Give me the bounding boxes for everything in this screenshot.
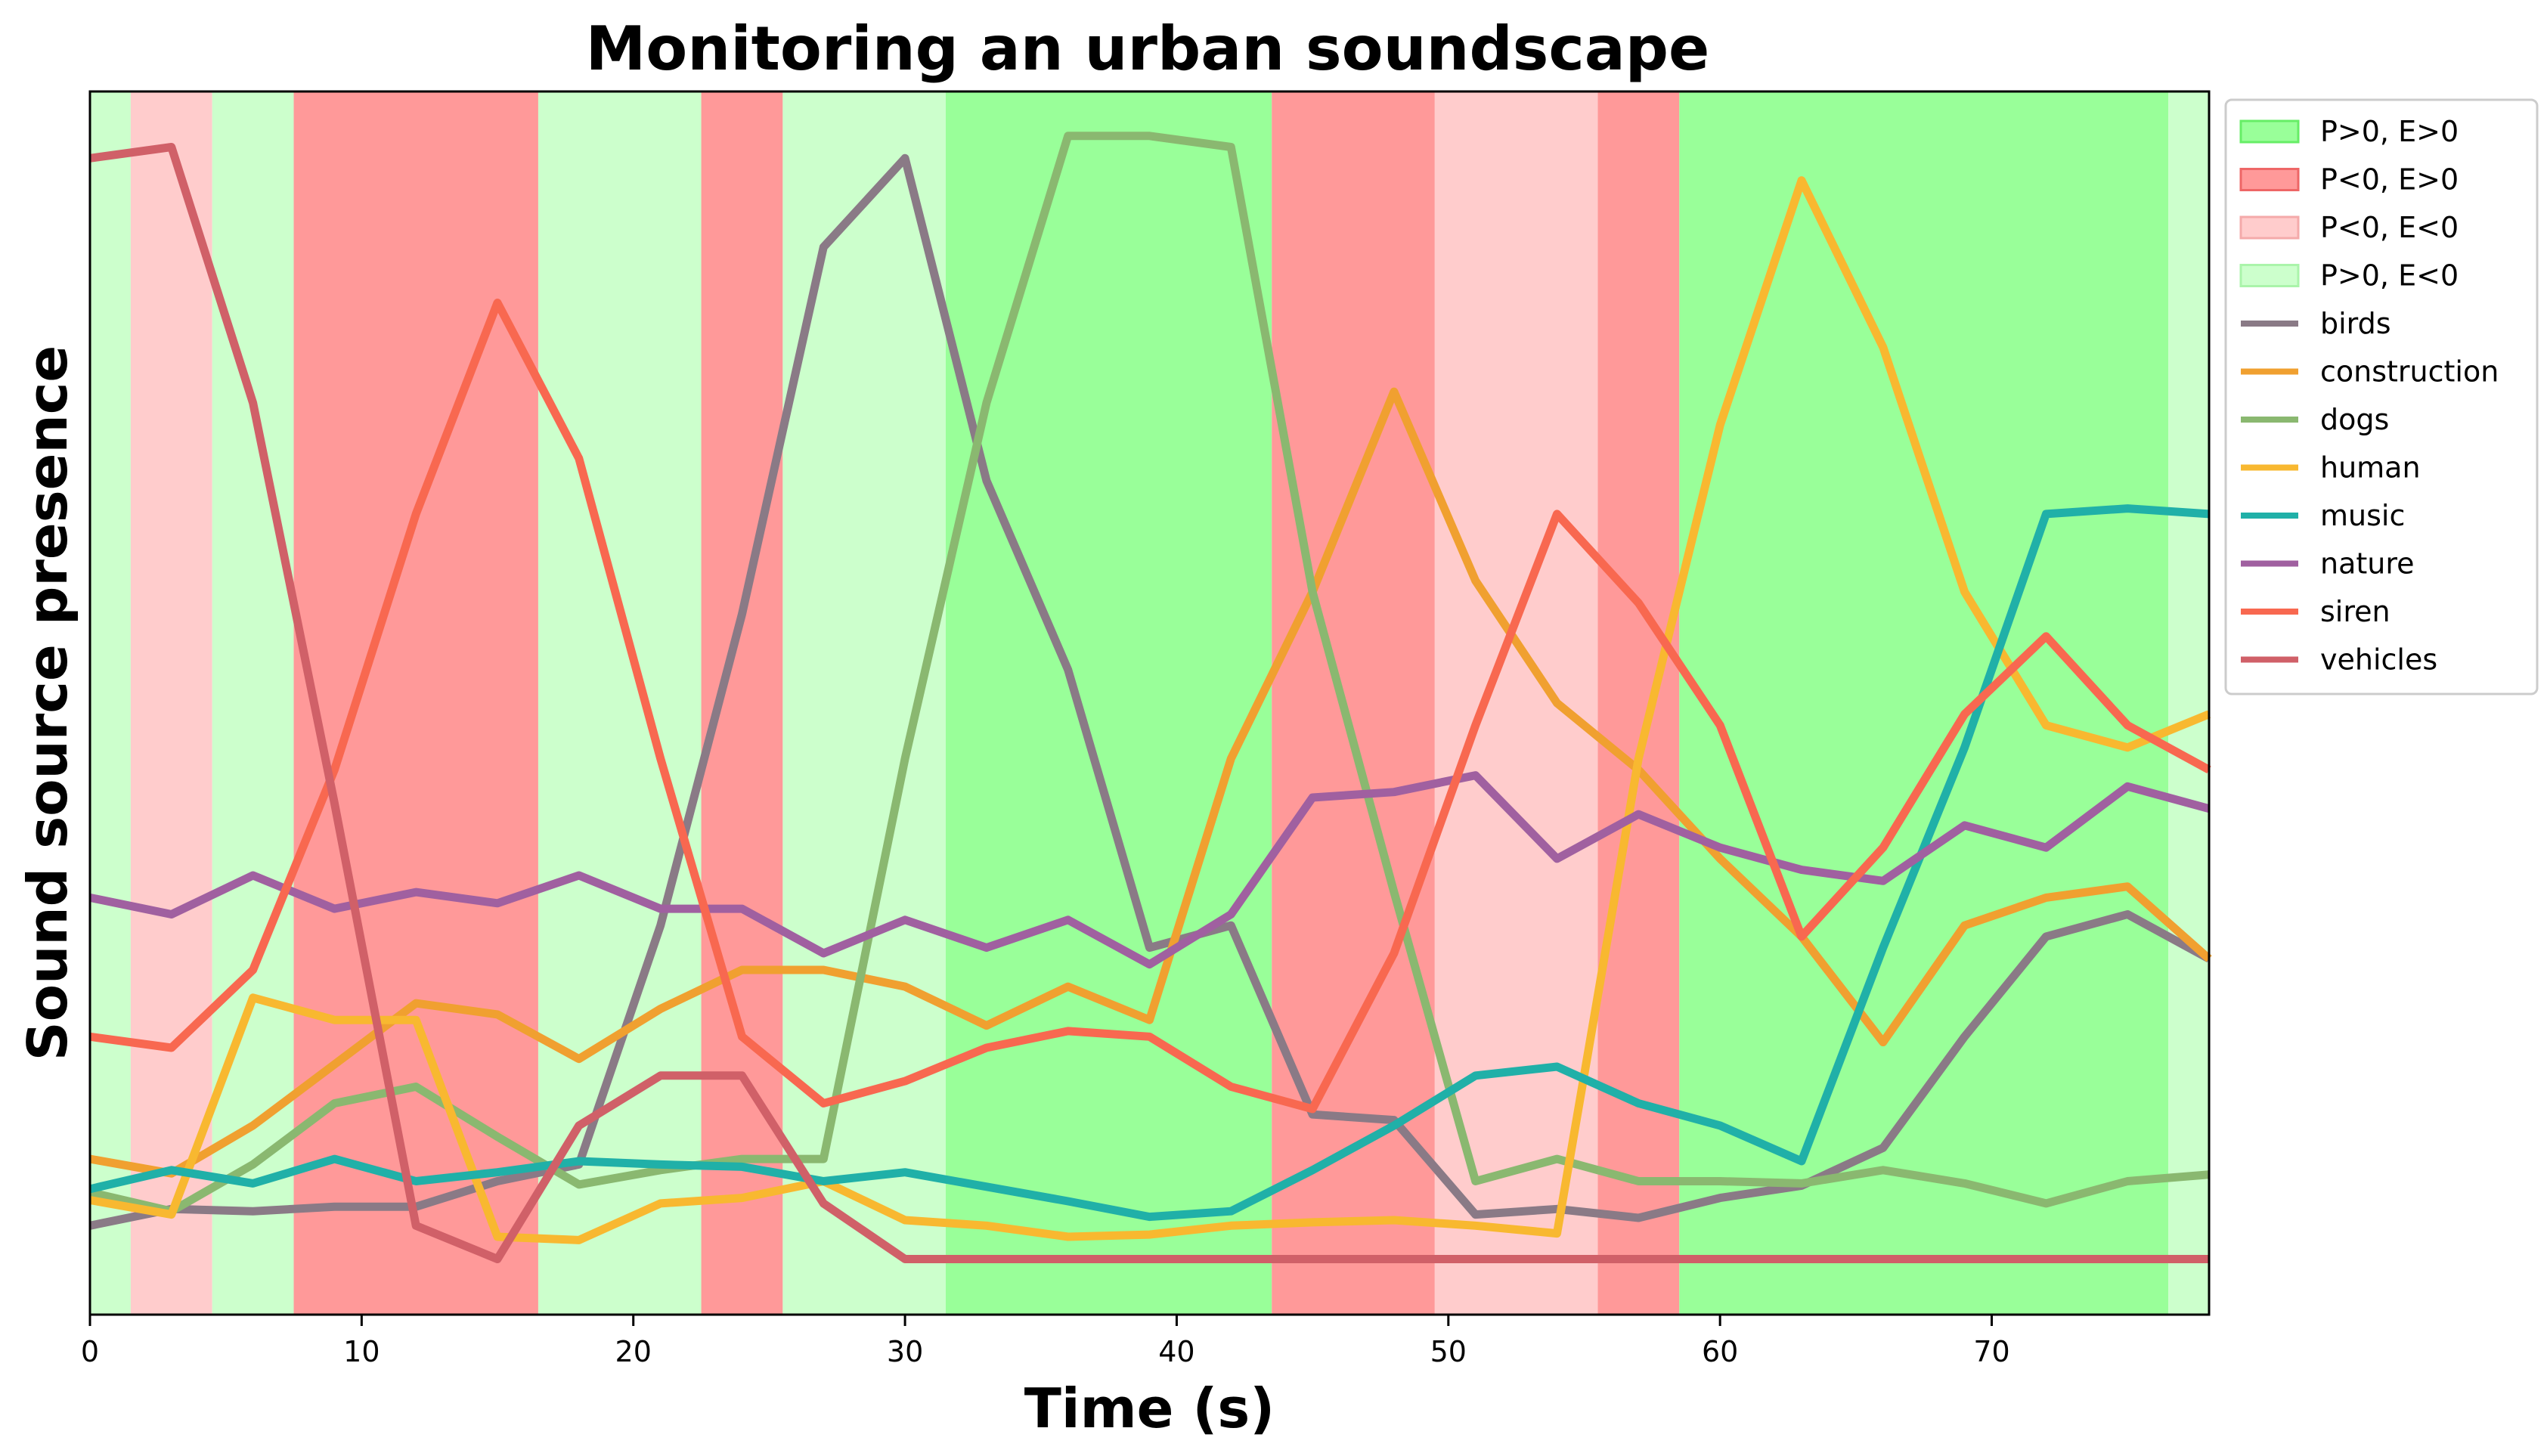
x-tick-label-50: 50 xyxy=(1430,1335,1467,1368)
legend-label-nature: nature xyxy=(2320,547,2415,581)
series-line-human xyxy=(89,176,2211,1244)
legend-swatch-region xyxy=(2239,215,2300,240)
legend-swatch-region xyxy=(2239,119,2300,144)
x-tick-label-0: 0 xyxy=(81,1335,99,1368)
region-band-10 xyxy=(1597,91,1680,1315)
legend-label-birds: birds xyxy=(2320,307,2391,340)
legend: P>0, E>0 P<0, E>0 P<0, E<0 P>0, E<0 birds con… xyxy=(2224,98,2539,695)
legend-swatch-region xyxy=(2239,168,2300,191)
x-tick-label-20: 20 xyxy=(615,1335,652,1368)
series-line-birds xyxy=(88,153,2211,1230)
region-band-8 xyxy=(1272,91,1435,1315)
legend-label-region: P>0, E<0 xyxy=(2320,259,2459,293)
legend-label-human: human xyxy=(2320,451,2421,485)
region-band-12 xyxy=(2168,91,2209,1315)
region-band-11 xyxy=(1679,91,2169,1315)
legend-label-vehicles: vehicles xyxy=(2320,643,2437,677)
series-line-music xyxy=(88,504,2210,1222)
region-band-7 xyxy=(945,91,1272,1315)
legend-label-region: P<0, E<0 xyxy=(2320,211,2459,244)
legend-label-siren: siren xyxy=(2320,595,2391,628)
x-tick-label-10: 10 xyxy=(343,1335,380,1368)
series-line-vehicles xyxy=(89,143,2209,1263)
plot-area xyxy=(88,90,2212,1316)
region-band-4 xyxy=(538,91,702,1315)
y-axis-label: Sound source presence xyxy=(16,345,79,1061)
region-band-9 xyxy=(1434,91,1598,1315)
x-tick-label-60: 60 xyxy=(1702,1335,1738,1368)
background-regions xyxy=(90,91,2209,1315)
legend-swatch-region xyxy=(2239,264,2300,287)
region-band-1 xyxy=(130,91,212,1315)
series-line-construction xyxy=(89,387,2212,1178)
region-band-5 xyxy=(701,91,783,1315)
legend-box xyxy=(2224,98,2539,695)
plot-frame xyxy=(88,90,2211,1316)
x-axis: 0 10 20 30 40 50 60 70 xyxy=(81,1315,2010,1368)
x-tick-label-30: 30 xyxy=(887,1335,923,1368)
x-axis-label: Time (s) xyxy=(1024,1377,1275,1440)
region-band-3 xyxy=(293,91,538,1315)
legend-label-region: P<0, E>0 xyxy=(2320,163,2459,197)
region-band-2 xyxy=(212,91,294,1315)
region-band-0 xyxy=(90,91,131,1315)
legend-label-dogs: dogs xyxy=(2320,403,2389,436)
chart-title: Monitoring an urban soundscape xyxy=(586,14,1710,84)
legend-label-region: P>0, E>0 xyxy=(2320,115,2459,148)
series-line-siren xyxy=(89,299,2211,1114)
series-lines xyxy=(88,132,2212,1263)
legend-label-music: music xyxy=(2320,499,2405,532)
x-tick-label-70: 70 xyxy=(1973,1335,2009,1368)
legend-label-construction: construction xyxy=(2320,355,2499,389)
x-tick-label-40: 40 xyxy=(1158,1335,1194,1368)
